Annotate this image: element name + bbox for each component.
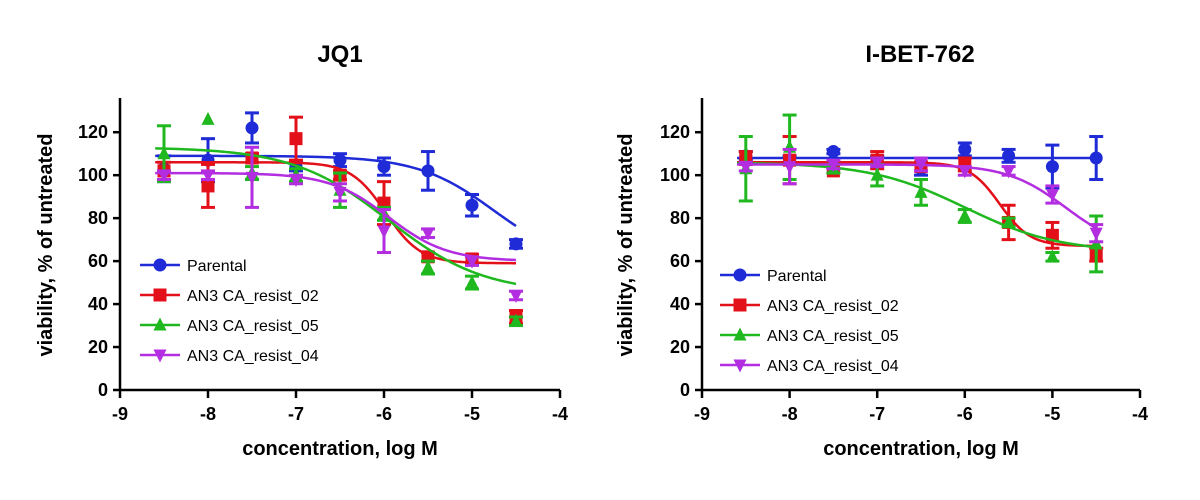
chart1-fit-curve xyxy=(155,161,516,265)
chart1-xtick-label: -4 xyxy=(552,404,568,424)
chart-jq1: JQ1 0 20 40 60 80 100 120 -9 -8 -7 -6 -5 -4 concentrat… xyxy=(35,41,568,460)
chart2-data-point xyxy=(826,158,840,172)
chart1-data-point xyxy=(201,169,215,183)
chart2-data-point xyxy=(1045,189,1059,203)
chart1-xtick-label: -8 xyxy=(200,404,216,424)
chart2-data-point xyxy=(1089,227,1103,241)
chart2-fit-curve xyxy=(737,163,1097,230)
chart1-xtick-label: -6 xyxy=(376,404,392,424)
chart2-ytick-label: 40 xyxy=(670,294,690,314)
chart2-xtick-label: -7 xyxy=(869,404,885,424)
chart1-ytick-label: 20 xyxy=(88,337,108,357)
chart1-y-axis-label: viability, % of untreated xyxy=(35,134,57,357)
chart1-data-point xyxy=(201,111,215,125)
chart1-data-point xyxy=(201,179,215,193)
chart1-legend-marker xyxy=(153,349,167,363)
chart2-data-point xyxy=(1045,160,1059,174)
chart2-xtick-label: -4 xyxy=(1132,404,1148,424)
chart2-title: I-BET-762 xyxy=(865,41,974,68)
chart1-data-point xyxy=(157,146,171,160)
chart1-xtick-label: -9 xyxy=(112,404,128,424)
chart1-legend-marker xyxy=(153,288,167,302)
chart1-legend-label: AN3 CA_resist_02 xyxy=(187,288,319,305)
chart1-data-point xyxy=(245,121,259,135)
chart1-legend-label: Parental xyxy=(187,258,247,275)
chart1-data-point xyxy=(465,198,479,212)
chart2-data-point xyxy=(914,184,928,198)
chart1-ytick-label: 80 xyxy=(88,208,108,228)
chart1-data-point xyxy=(421,260,435,274)
chart2-legend-label: AN3 CA_resist_05 xyxy=(767,328,899,345)
chart2-legend: Parental AN3 CA_resist_02 AN3 CA_resist_05… xyxy=(720,268,899,375)
chart1-data-point xyxy=(421,227,435,241)
chart1-data-point xyxy=(289,132,303,146)
chart2-data-point xyxy=(870,156,884,170)
chart2-legend-marker xyxy=(733,298,747,312)
chart2-y-axis-label: viability, % of untreated xyxy=(615,134,637,357)
chart2-data-point xyxy=(826,145,840,159)
chart1-ytick-label: 120 xyxy=(78,122,108,142)
chart2-ytick-label: 80 xyxy=(670,208,690,228)
chart1-data-point xyxy=(289,173,303,187)
chart1-data-point xyxy=(333,153,347,167)
chart1-ytick-label: 60 xyxy=(88,251,108,271)
chart1-x-axis-label: concentration, log M xyxy=(242,438,438,460)
chart2-data-point xyxy=(1002,149,1016,163)
chart2-legend-label: Parental xyxy=(767,268,827,285)
chart2-xtick-label: -9 xyxy=(694,404,710,424)
chart2-legend-marker xyxy=(733,327,747,341)
chart2-data-point xyxy=(739,161,753,175)
chart1-data-point xyxy=(245,171,259,185)
chart1-legend-marker xyxy=(153,317,167,331)
chart2-data-point xyxy=(1002,214,1016,228)
chart1-ytick-label: 0 xyxy=(98,380,108,400)
chart1-series-4 xyxy=(155,145,523,303)
chart2-legend-label: AN3 CA_resist_02 xyxy=(767,298,899,315)
chart2-ytick-label: 60 xyxy=(670,251,690,271)
chart2-data-point xyxy=(914,158,928,172)
chart2-series-4 xyxy=(737,147,1104,244)
chart2-ytick-label: 120 xyxy=(660,122,690,142)
chart1-ytick-label: 40 xyxy=(88,294,108,314)
chart1-legend: Parental AN3 CA_resist_02 AN3 CA_resist_05… xyxy=(140,258,319,365)
chart2-data-point xyxy=(783,161,797,175)
chart1-data-point xyxy=(333,186,347,200)
chart2-data-point xyxy=(958,165,972,179)
chart1-fit-curve xyxy=(155,171,517,262)
chart2-data-point xyxy=(1045,249,1059,263)
chart1-legend-label: AN3 CA_resist_05 xyxy=(187,318,319,335)
chart2-ytick-label: 20 xyxy=(670,337,690,357)
chart2-legend-marker xyxy=(733,268,747,282)
chart2-legend-label: AN3 CA_resist_04 xyxy=(767,358,899,375)
chart1-data-point xyxy=(509,237,523,251)
chart2-xtick-label: -5 xyxy=(1044,404,1060,424)
chart1-legend-marker xyxy=(153,258,167,272)
chart1-ytick-label: 100 xyxy=(78,165,108,185)
chart2-data-point xyxy=(958,208,972,222)
chart2-legend-marker xyxy=(733,359,747,373)
chart-ibet762: I-BET-762 0 20 40 60 80 100 120 -9 -8 -7 -6 -5 -4 conc… xyxy=(615,41,1148,460)
chart1-data-point xyxy=(157,169,171,183)
chart2-xtick-label: -8 xyxy=(782,404,798,424)
chart1-title: JQ1 xyxy=(317,41,362,68)
chart2-data-point xyxy=(1002,165,1016,179)
chart2-ytick-label: 100 xyxy=(660,165,690,185)
chart2-data-point xyxy=(870,167,884,181)
chart1-data-point xyxy=(509,289,523,303)
chart2-data-point xyxy=(1089,151,1103,165)
chart2-xtick-label: -6 xyxy=(957,404,973,424)
chart2-ytick-label: 0 xyxy=(680,380,690,400)
chart1-data-point xyxy=(377,160,391,174)
chart1-data-point xyxy=(465,275,479,289)
chart1-xtick-label: -5 xyxy=(464,404,480,424)
chart2-x-axis-label: concentration, log M xyxy=(823,438,1019,460)
chart1-xtick-label: -7 xyxy=(288,404,304,424)
chart1-legend-label: AN3 CA_resist_04 xyxy=(187,348,319,365)
chart1-data-point xyxy=(377,225,391,239)
chart2-data-point xyxy=(958,142,972,156)
chart1-data-point xyxy=(421,164,435,178)
chart1-data-point xyxy=(465,255,479,269)
chart1-data-point xyxy=(509,313,523,327)
